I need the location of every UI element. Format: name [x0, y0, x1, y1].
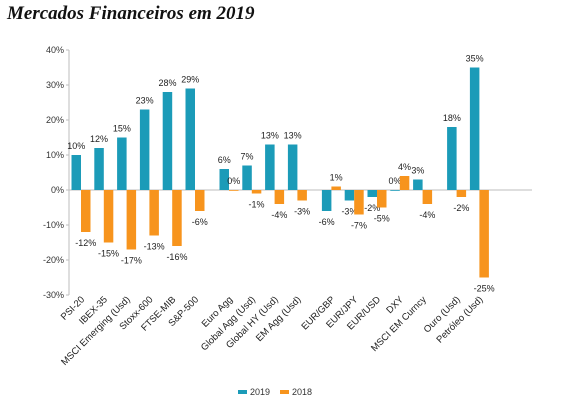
legend-item-2019: 2019: [238, 387, 270, 397]
bar-2018: [149, 190, 159, 236]
y-tick-label: 10%: [46, 150, 64, 160]
bar-2019: [390, 190, 400, 191]
legend-label-2018: 2018: [292, 387, 313, 397]
data-label-2019: 13%: [261, 131, 279, 141]
data-label-2019: 0%: [389, 176, 402, 186]
data-label-2019: -3%: [341, 207, 357, 217]
data-label-2019: -2%: [364, 203, 380, 213]
y-tick-label: -10%: [43, 220, 64, 230]
bar-2018: [399, 176, 410, 190]
legend-swatch-2018: [280, 390, 290, 394]
bar-2018: [251, 190, 262, 194]
bar-2019: [344, 190, 355, 201]
data-label-2018: -4%: [419, 210, 435, 220]
data-label-2019: 6%: [218, 155, 231, 165]
data-label-2018: -3%: [294, 207, 310, 217]
bar-2018: [331, 186, 341, 190]
chart-title: Mercados Financeiros em 2019: [7, 3, 255, 24]
bar-2019: [242, 165, 252, 190]
bar-2018: [297, 190, 307, 201]
y-tick-label: -30%: [43, 290, 64, 300]
y-tick-label: -20%: [43, 255, 64, 265]
bar-2018: [479, 190, 489, 278]
data-label-2019: 35%: [466, 54, 484, 64]
bar-2019: [265, 144, 275, 190]
bar-2019: [219, 169, 229, 190]
bar-2019: [469, 67, 480, 190]
legend-item-2018: 2018: [280, 387, 312, 397]
data-label-2019: 29%: [181, 75, 199, 85]
data-label-2019: 7%: [241, 152, 254, 162]
bar-2018: [229, 190, 239, 191]
bar-2019: [71, 155, 81, 190]
bar-2019: [139, 109, 150, 190]
bar-2019: [117, 137, 127, 190]
bar-2018: [354, 190, 364, 215]
bar-2018: [81, 190, 91, 232]
data-label-2018: 0%: [227, 176, 240, 186]
data-label-2019: 23%: [136, 96, 154, 106]
bar-2018: [195, 190, 205, 211]
data-label-2018: -6%: [192, 217, 208, 227]
legend-label-2019: 2019: [250, 387, 271, 397]
data-label-2018: -13%: [144, 242, 165, 252]
y-tick-label: 0%: [51, 185, 64, 195]
legend: 2019 2018: [238, 387, 312, 397]
data-label-2019: 18%: [443, 113, 461, 123]
bar-2019: [367, 190, 377, 197]
data-label-2018: -7%: [351, 221, 367, 231]
bar-2019: [185, 88, 195, 190]
data-label-2019: 12%: [90, 134, 108, 144]
bar-2018: [172, 190, 182, 246]
bar-2019: [413, 179, 423, 190]
data-label-2018: -16%: [166, 252, 187, 262]
data-label-2019: -6%: [319, 217, 335, 227]
bar-2019: [321, 190, 332, 211]
data-label-2018: -4%: [271, 210, 287, 220]
data-label-2018: 4%: [398, 162, 411, 172]
bar-2019: [447, 127, 457, 190]
bar-2019: [94, 148, 104, 190]
bar-2018: [377, 190, 387, 208]
data-label-2018: -25%: [474, 284, 495, 294]
bar-2018: [274, 190, 285, 204]
data-label-2018: -1%: [249, 200, 265, 210]
y-tick-label: 20%: [46, 115, 64, 125]
data-label-2018: 1%: [330, 173, 343, 183]
data-label-2019: 10%: [67, 141, 85, 151]
data-label-2018: -2%: [453, 203, 469, 213]
bar-2018: [126, 190, 137, 250]
data-label-2019: 13%: [284, 131, 302, 141]
bar-2019: [287, 144, 298, 190]
y-tick-label: 30%: [46, 80, 64, 90]
data-label-2018: -5%: [374, 214, 390, 224]
data-label-2018: -15%: [98, 249, 119, 259]
data-label-2018: -17%: [121, 256, 142, 266]
data-label-2018: -12%: [75, 238, 96, 248]
data-label-2019: 15%: [113, 124, 131, 134]
bar-2018: [456, 190, 467, 197]
bar-2018: [103, 190, 114, 243]
bar-2019: [162, 92, 173, 190]
y-tick-label: 40%: [46, 45, 64, 55]
legend-swatch-2019: [238, 390, 247, 394]
data-label-2019: 3%: [411, 166, 424, 176]
data-label-2019: 28%: [158, 78, 176, 88]
bar-2018: [422, 190, 433, 204]
